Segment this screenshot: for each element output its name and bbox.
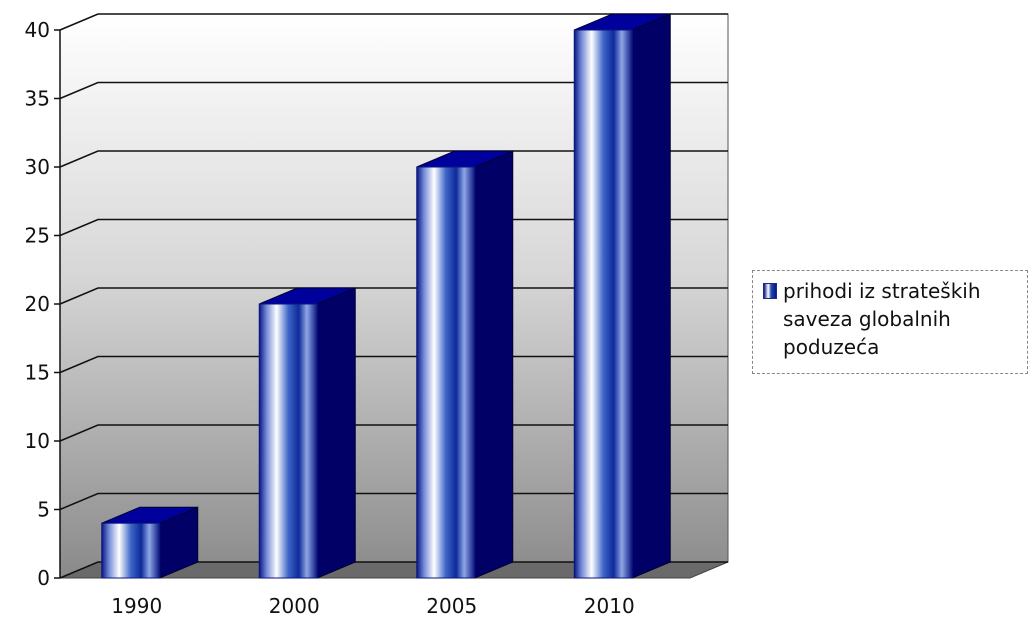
bars <box>101 13 671 579</box>
plot-back-wall <box>59 13 729 579</box>
y-tick-label: 15 <box>25 361 50 385</box>
bar <box>416 150 514 579</box>
gridline <box>59 492 728 511</box>
x-tick-label: 2010 <box>584 594 635 618</box>
x-tick-label: 1990 <box>111 594 162 618</box>
y-tick-label: 20 <box>25 292 50 316</box>
y-tick-label: 40 <box>25 18 50 42</box>
y-tick-label: 30 <box>25 155 50 179</box>
bar <box>258 287 356 579</box>
bar-front-face <box>258 303 318 579</box>
legend: prihodi iz strateških saveza globalnih p… <box>752 270 1028 374</box>
bar <box>573 13 671 579</box>
x-tick-label: 2005 <box>426 594 477 618</box>
y-tick-label: 25 <box>25 224 50 248</box>
gridline <box>59 218 728 237</box>
gridline <box>59 13 728 31</box>
bar-side-face <box>474 150 514 579</box>
y-tick-label: 0 <box>37 566 50 590</box>
x-axis-ticks: 1990 2000 2005 2010 <box>111 594 634 618</box>
y-tick-label: 5 <box>37 498 50 522</box>
y-axis-ticks: 0 5 10 15 20 25 30 35 40 <box>25 18 61 590</box>
x-tick-label: 2000 <box>269 594 320 618</box>
bar-front-face <box>573 29 633 579</box>
bar-side-face <box>316 287 356 579</box>
legend-label: prihodi iz strateških saveza globalnih p… <box>783 279 981 359</box>
y-tick-label: 35 <box>25 87 50 111</box>
bar-front-face <box>416 166 476 579</box>
y-tick-label: 10 <box>25 429 50 453</box>
gridline <box>59 561 728 579</box>
bar-side-face <box>631 13 671 579</box>
gridlines <box>59 13 728 579</box>
bar-front-face <box>101 522 161 579</box>
bar <box>101 506 199 579</box>
gridline <box>59 424 728 442</box>
gridline <box>59 287 728 305</box>
gridline <box>59 355 728 374</box>
gridline <box>59 81 728 100</box>
gridline <box>59 150 728 168</box>
legend-swatch <box>763 283 777 299</box>
